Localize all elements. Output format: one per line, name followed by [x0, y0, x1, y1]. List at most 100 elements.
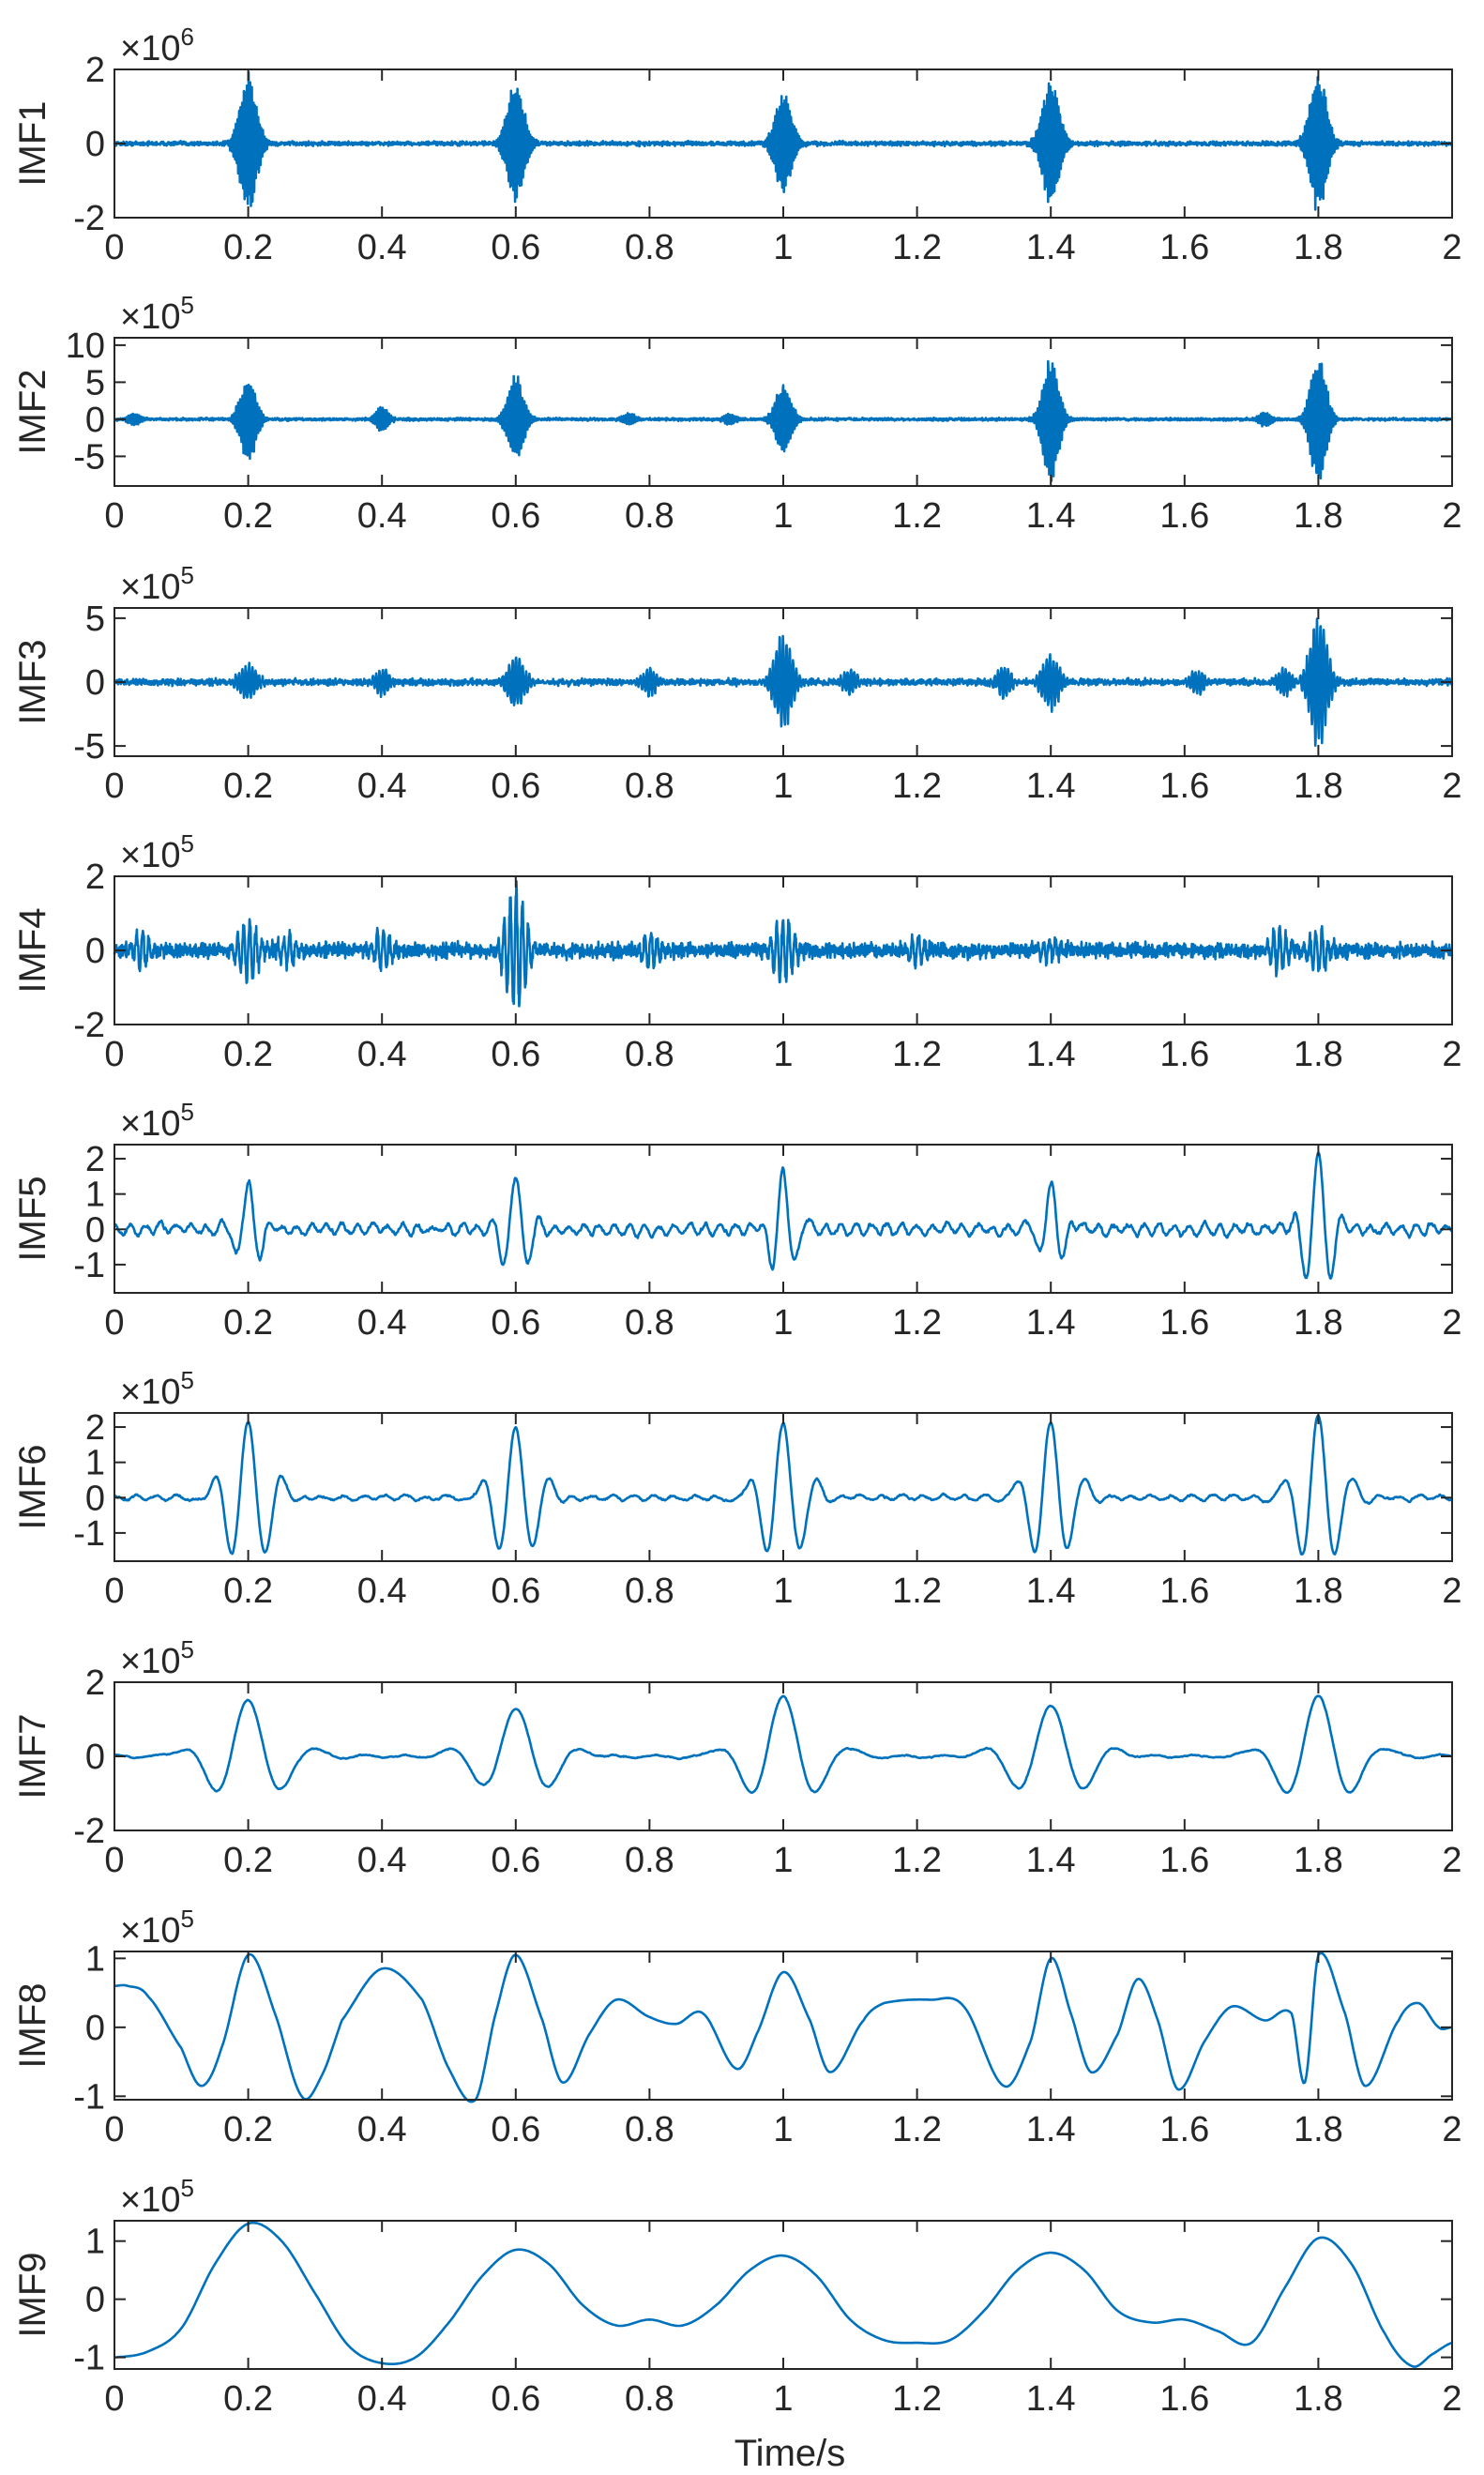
x-tick-label: 1.8 [1294, 2379, 1343, 2419]
y-tick-label: 0 [85, 1210, 105, 1250]
x-tick-label: 1.6 [1159, 1572, 1209, 1611]
y-tick-label: 1 [85, 1939, 105, 1979]
x-tick-label: 1.6 [1159, 2379, 1209, 2419]
y-axis-title: IMF8 [12, 1982, 53, 2068]
y-exponent-label: ×105 [120, 2174, 194, 2220]
y-axis-title: IMF6 [12, 1444, 53, 1529]
x-tick-label: 0.6 [491, 1303, 540, 1343]
y-tick-label: -2 [73, 199, 105, 238]
x-tick-label: 0 [104, 2110, 124, 2149]
x-tick-label: 0.4 [357, 1303, 407, 1343]
x-tick-label: 0 [104, 1303, 124, 1343]
signal-line-imf9 [114, 2221, 1453, 2368]
x-tick-label: 1.6 [1159, 228, 1209, 267]
y-exponent-label: ×105 [120, 1635, 194, 1681]
x-tick-label: 1.8 [1294, 228, 1343, 267]
y-exponent-label: ×105 [120, 291, 194, 337]
x-tick-label: 1.4 [1026, 767, 1076, 806]
y-tick-label: 0 [85, 1479, 105, 1518]
x-tick-label: 0.6 [491, 2379, 540, 2419]
y-tick-label: 0 [85, 2281, 105, 2320]
y-exponent-label: ×105 [120, 829, 194, 875]
x-tick-label: 0.8 [625, 1841, 674, 1880]
x-tick-label: 2 [1442, 1035, 1461, 1074]
y-exponent-power: 5 [180, 2174, 193, 2202]
x-tick-label: 0.8 [625, 2110, 674, 2149]
x-tick-label: 0.2 [223, 1303, 273, 1343]
x-tick-label: 0.8 [625, 1035, 674, 1074]
x-tick-label: 0.2 [223, 2379, 273, 2419]
y-axis-title: IMF9 [12, 2252, 53, 2337]
x-tick-label: 1.4 [1026, 1303, 1076, 1343]
x-tick-label: 0 [104, 1841, 124, 1880]
x-tick-label: 1.2 [892, 2379, 942, 2419]
y-axis-title: IMF2 [12, 369, 53, 454]
x-tick-label: 1 [773, 228, 793, 267]
x-tick-label: 1.6 [1159, 496, 1209, 536]
x-tick-label: 1.2 [892, 767, 942, 806]
x-tick-label: 1.2 [892, 1841, 942, 1880]
subplot-stack: 0 0.2 0.4 0.6 0.8 1 1.2 1.4 1.6 1.8 2-202×106IMF10… [12, 23, 1462, 2419]
x-tick-label: 0.6 [491, 767, 540, 806]
x-tick-label: 0 [104, 228, 124, 267]
x-tick-label: 0.6 [491, 1841, 540, 1880]
x-tick-label: 2 [1442, 1303, 1461, 1343]
signal-line-imf2 [113, 359, 1453, 482]
x-tick-label: 1 [773, 1303, 793, 1343]
x-tick-label: 1.8 [1294, 1572, 1343, 1611]
y-tick-label: 2 [85, 1140, 105, 1179]
x-tick-label: 1.4 [1026, 1035, 1076, 1074]
signal-line-imf4 [113, 879, 1454, 1008]
y-tick-label: -1 [73, 2339, 105, 2378]
x-tick-label: 1 [773, 1572, 793, 1611]
x-tick-label: 0 [104, 1035, 124, 1074]
x-tick-label: 1.6 [1159, 2110, 1209, 2149]
x-tick-label: 1.8 [1294, 1841, 1343, 1880]
x-tick-label: 1.8 [1294, 767, 1343, 806]
x-tick-label: 2 [1442, 767, 1461, 806]
x-tick-label: 0.4 [357, 1841, 407, 1880]
x-tick-label: 1.4 [1026, 2379, 1076, 2419]
x-tick-label: 1.4 [1026, 1572, 1076, 1611]
x-tick-label: 1.4 [1026, 1841, 1076, 1880]
y-axis-title: IMF3 [12, 639, 53, 724]
x-tick-label: 1.6 [1159, 1035, 1209, 1074]
x-tick-label: 1 [773, 2110, 793, 2149]
x-tick-label: 0.2 [223, 1035, 273, 1074]
y-exponent-power: 5 [180, 1635, 193, 1663]
x-tick-label: 1 [773, 1841, 793, 1880]
y-tick-label: 2 [85, 1663, 105, 1703]
y-tick-label: 10 [66, 326, 105, 366]
x-tick-label: 1.8 [1294, 2110, 1343, 2149]
x-tick-label: 0 [104, 767, 124, 806]
y-tick-label: 1 [85, 2223, 105, 2262]
x-tick-label: 1.8 [1294, 1035, 1343, 1074]
y-axis-title: IMF5 [12, 1176, 53, 1261]
signal-line-imf3 [113, 617, 1454, 747]
x-tick-label: 0 [104, 1572, 124, 1611]
y-exponent-power: 5 [180, 1905, 193, 1933]
y-tick-label: 0 [85, 2009, 105, 2048]
x-tick-label: 0.2 [223, 496, 273, 536]
subplot-imf2: 0 0.2 0.4 0.6 0.8 1 1.2 1.4 1.6 1.8 2-50510×105IMF… [12, 291, 1462, 536]
y-tick-label: 0 [85, 663, 105, 703]
x-tick-label: 1.2 [892, 228, 942, 267]
x-tick-label: 1.2 [892, 2110, 942, 2149]
y-axis-title: IMF4 [12, 907, 53, 993]
x-tick-label: 0.2 [223, 767, 273, 806]
y-exponent-power: 5 [180, 829, 193, 858]
x-tick-label: 1.8 [1294, 1303, 1343, 1343]
x-tick-label: 0.2 [223, 2110, 273, 2149]
y-exponent-label: ×105 [120, 1098, 194, 1144]
axes-box [114, 1681, 1453, 1831]
y-tick-label: -2 [73, 1812, 105, 1851]
y-exponent-label: ×105 [120, 1366, 194, 1412]
x-tick-label: 0.8 [625, 2379, 674, 2419]
x-tick-label: 2 [1442, 1572, 1461, 1611]
x-tick-label: 1.4 [1026, 228, 1076, 267]
